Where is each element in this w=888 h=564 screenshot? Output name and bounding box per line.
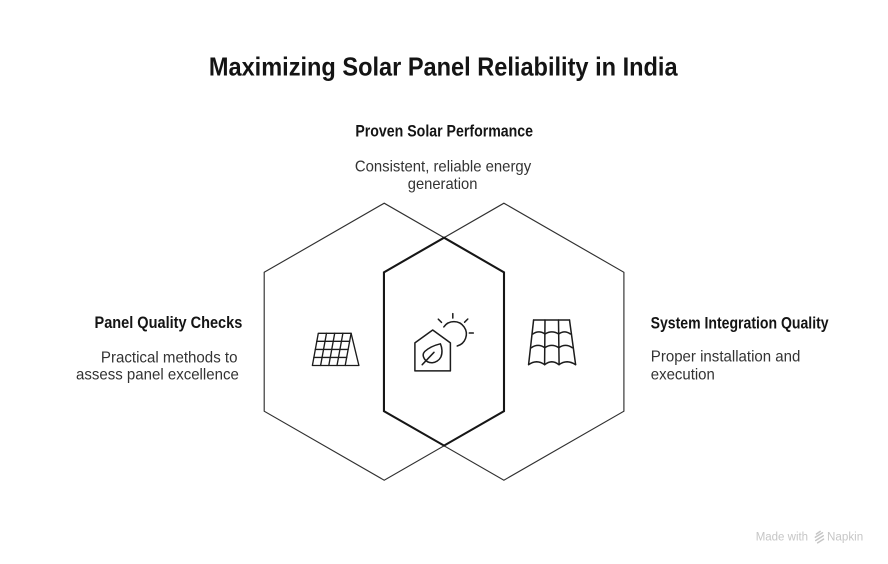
- svg-text:execution: execution: [651, 366, 715, 383]
- svg-text:Napkin: Napkin: [827, 531, 863, 543]
- svg-text:generation: generation: [408, 176, 478, 193]
- svg-text:Practical methods to: Practical methods to: [101, 349, 238, 366]
- svg-text:Consistent, reliable energy: Consistent, reliable energy: [355, 159, 531, 176]
- svg-text:System Integration Quality: System Integration Quality: [651, 314, 829, 333]
- svg-text:Proven Solar Performance: Proven Solar Performance: [355, 122, 533, 141]
- svg-text:Made with: Made with: [756, 531, 808, 543]
- svg-text:Panel Quality Checks: Panel Quality Checks: [95, 313, 243, 332]
- svg-text:Maximizing Solar Panel Reliabi: Maximizing Solar Panel Reliability in In…: [209, 52, 678, 82]
- svg-text:Proper installation and: Proper installation and: [651, 349, 801, 366]
- svg-text:assess panel excellence: assess panel excellence: [76, 367, 239, 384]
